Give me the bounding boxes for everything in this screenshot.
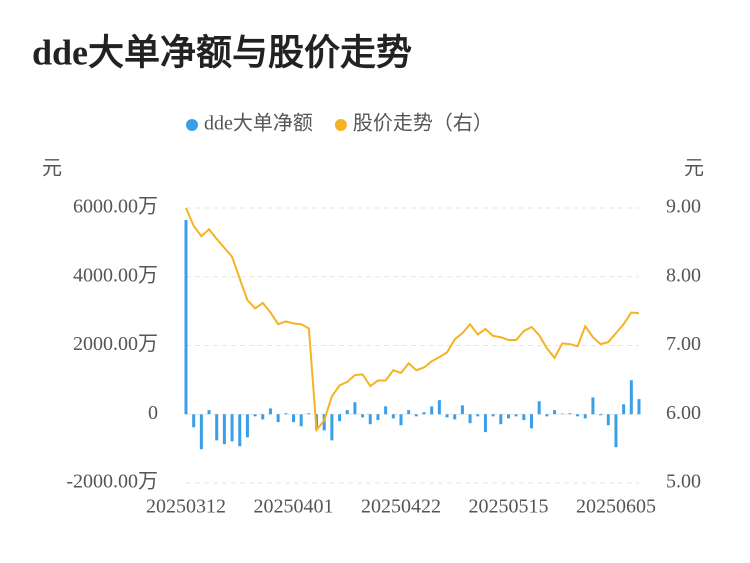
bar: [307, 413, 311, 415]
bar: [261, 414, 265, 420]
y2-tick-label: 5.00: [666, 471, 701, 493]
bar: [430, 406, 434, 415]
legend-label: dde大单净额: [204, 112, 313, 135]
bar: [606, 414, 610, 426]
bar: [560, 413, 564, 415]
bar: [276, 414, 280, 423]
bar: [222, 414, 226, 445]
bar: [330, 414, 334, 441]
x-tick-label: 20250422: [361, 496, 441, 518]
y2-axis-label: 元: [684, 158, 704, 180]
bar: [522, 414, 526, 421]
bar: [253, 414, 257, 417]
bar: [476, 414, 480, 417]
bar: [407, 410, 411, 415]
bar: [245, 414, 249, 438]
bar: [453, 414, 457, 420]
bar: [376, 414, 380, 421]
bar: [622, 404, 626, 415]
bar: [215, 414, 219, 441]
x-tick-label: 20250515: [468, 496, 548, 518]
bar: [291, 414, 295, 423]
bar: [583, 414, 587, 419]
bar: [506, 414, 510, 419]
bar: [599, 414, 603, 416]
y-tick-label: 4000.00万: [73, 264, 158, 286]
bar: [322, 414, 326, 431]
y-tick-label: 2000.00万: [73, 333, 158, 355]
bar: [345, 410, 349, 415]
bar: [499, 414, 503, 425]
chart-title: dde大单净额与股价走势: [32, 32, 412, 72]
bar: [414, 414, 418, 417]
x-tick-label: 20250605: [576, 496, 656, 518]
bar: [268, 408, 272, 415]
bar: [238, 414, 242, 447]
bar: [637, 399, 641, 415]
bar: [445, 414, 449, 418]
bar: [514, 414, 518, 417]
bar: [437, 400, 441, 415]
y-tick-label: 0: [148, 402, 158, 424]
y-tick-label: 6000.00万: [73, 196, 158, 218]
bar: [284, 413, 288, 415]
y-axis-label: 元: [42, 158, 62, 180]
bar: [614, 414, 618, 448]
bar: [230, 414, 234, 442]
y-tick-label: -2000.00万: [66, 471, 158, 493]
x-tick-label: 20250312: [146, 496, 226, 518]
bar: [384, 406, 388, 415]
bar: [338, 414, 342, 422]
bar: [391, 414, 395, 419]
y2-tick-label: 7.00: [666, 333, 701, 355]
y2-tick-label: 8.00: [666, 264, 701, 286]
bar: [399, 414, 403, 426]
bar: [368, 414, 372, 425]
bar: [460, 405, 464, 415]
y2-tick-label: 9.00: [666, 196, 701, 218]
legend-marker: [334, 119, 347, 131]
bar: [545, 414, 549, 417]
bar: [468, 414, 472, 424]
bar: [483, 414, 487, 433]
bar: [207, 410, 211, 415]
bar: [553, 410, 557, 415]
legend-marker: [186, 119, 198, 131]
bar: [530, 414, 534, 429]
bar: [184, 220, 188, 415]
bar: [629, 380, 633, 415]
bar: [199, 414, 203, 450]
x-tick-label: 20250401: [253, 496, 333, 518]
bar: [591, 397, 595, 415]
bar: [361, 414, 365, 418]
bar: [576, 414, 580, 417]
bar: [568, 413, 572, 415]
price-line: [185, 207, 640, 433]
legend-label: 股价走势（右）: [353, 112, 493, 135]
bar: [353, 402, 357, 415]
bar: [299, 414, 303, 427]
bar: [422, 412, 426, 415]
y2-tick-label: 6.00: [666, 402, 701, 424]
bar: [192, 414, 196, 428]
bar: [537, 401, 541, 415]
bar: [491, 414, 495, 417]
